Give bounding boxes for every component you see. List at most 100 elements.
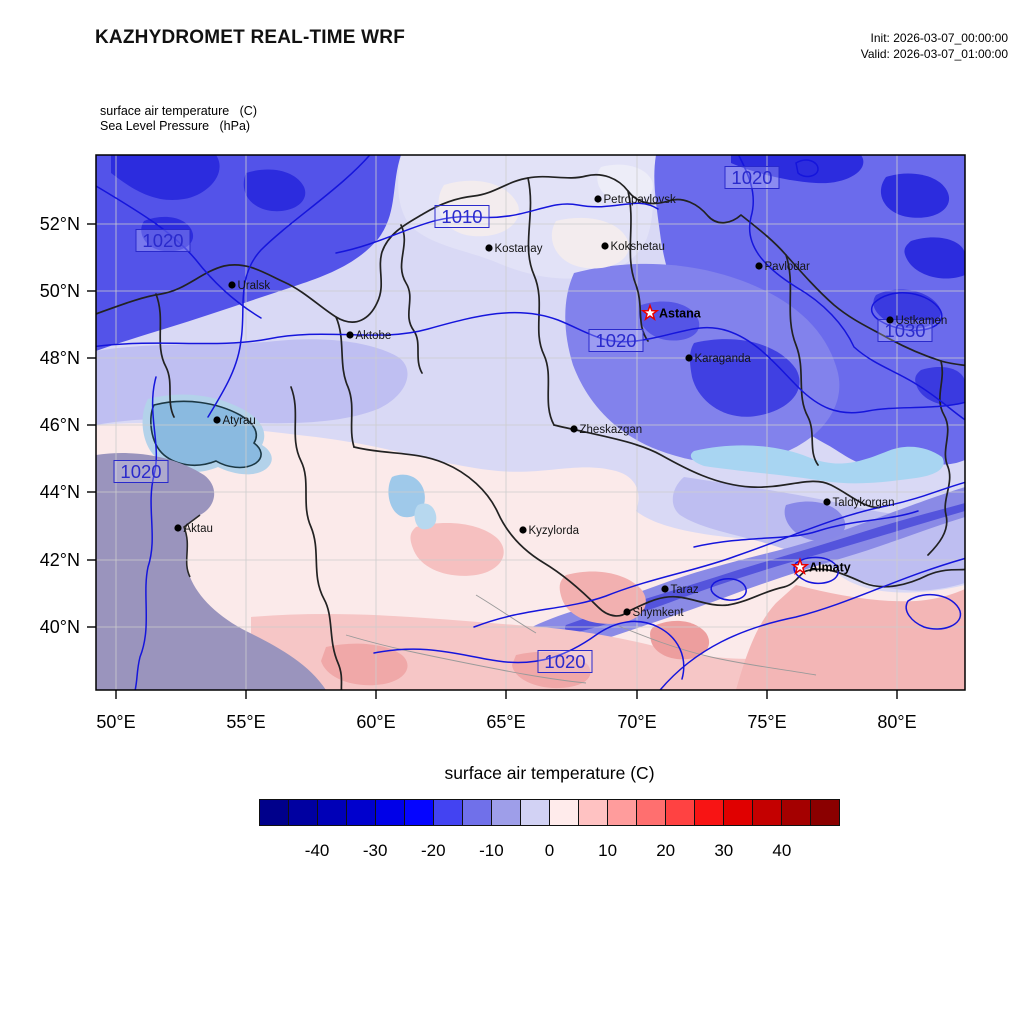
city-marker-ustkamen: Ustkamen [886, 315, 947, 327]
lat-tick-label: 44°N [40, 482, 80, 502]
colorbar-cell [317, 799, 347, 826]
svg-text:Ustkamen: Ustkamen [896, 315, 948, 327]
colorbar-cell [810, 799, 840, 826]
colorbar-cell [607, 799, 637, 826]
svg-text:Kyzylorda: Kyzylorda [529, 525, 580, 537]
city-dot-icon [485, 244, 493, 252]
city-dot-icon [570, 425, 578, 433]
city-dot-icon [228, 281, 236, 289]
colorbar-tick-label: 30 [714, 841, 734, 860]
colorbar-tick-labels: -40 -30 -20 -10 0 10 20 30 40 [259, 841, 840, 865]
svg-text:Atyrau: Atyrau [223, 415, 256, 427]
city-dot-icon [685, 354, 693, 362]
svg-text:Kostanay: Kostanay [495, 243, 543, 255]
pressure-label: 1020 [537, 650, 593, 673]
svg-text:Kokshetau: Kokshetau [611, 241, 665, 253]
colorbar-tick-label: 10 [598, 841, 618, 860]
capital-star-icon [640, 303, 660, 321]
colorbar-cell [346, 799, 376, 826]
svg-text:Shymkent: Shymkent [633, 607, 685, 619]
colorbar-cell [578, 799, 608, 826]
city-marker-pavlodar: Pavlodar [755, 261, 810, 273]
city-marker-almaty: Almaty [790, 557, 851, 575]
city-dot-icon [823, 498, 831, 506]
colorbar-cell [636, 799, 666, 826]
svg-text:Aktobe: Aktobe [356, 330, 392, 342]
lat-tick-label: 42°N [40, 550, 80, 570]
colorbar-cell [288, 799, 318, 826]
colorbar-cell [491, 799, 521, 826]
colorbar-tick-label: -10 [479, 841, 504, 860]
city-marker-astana: Astana [640, 303, 702, 321]
city-dot-icon [601, 242, 609, 250]
isobar-contours [96, 155, 965, 690]
pressure-label: 1030 [877, 319, 933, 342]
lon-tick-label: 55°E [226, 712, 265, 732]
city-dot-icon [755, 262, 763, 270]
svg-text:Uralsk: Uralsk [238, 280, 271, 292]
colorbar-cell [665, 799, 695, 826]
caspian-sea-north [150, 400, 262, 469]
colorbar-cell [375, 799, 405, 826]
pressure-label: 1020 [135, 229, 191, 252]
colorbar-cell [259, 799, 289, 826]
colorbar-cell [723, 799, 753, 826]
map-axes: 52°N 50°N 48°N 46°N 44°N 42°N 40°N 50°E 55°E 60°E… [40, 214, 917, 732]
colorbar-tick-label: -20 [421, 841, 446, 860]
colorbar-cell [694, 799, 724, 826]
city-dot-icon [886, 316, 894, 324]
city-marker-taraz: Taraz [661, 584, 699, 596]
colorbar-cell [404, 799, 434, 826]
city-markers: Petropavlovsk Kostanay Kokshetau Pavlodar Ur… [174, 194, 947, 619]
lon-tick-label: 60°E [356, 712, 395, 732]
svg-text:Astana: Astana [659, 307, 702, 321]
svg-text:1020: 1020 [731, 167, 772, 188]
city-marker-aktobe: Aktobe [346, 330, 391, 342]
graticule [96, 155, 965, 690]
pressure-labels: 1020 1010 1020 1020 1030 1020 1020 [113, 166, 933, 673]
map-frame [95, 154, 966, 691]
svg-text:Petropavlovsk: Petropavlovsk [604, 194, 676, 206]
colorbar-cell [433, 799, 463, 826]
pressure-label: 1020 [724, 166, 780, 189]
caspian-sea-south [96, 453, 326, 690]
svg-text:1010: 1010 [441, 206, 482, 227]
colorbar-cell [462, 799, 492, 826]
city-marker-uralsk: Uralsk [228, 280, 270, 292]
svg-text:Karaganda: Karaganda [695, 353, 752, 365]
lat-tick-label: 48°N [40, 348, 80, 368]
admin-borders [96, 173, 965, 690]
svg-text:Pavlodar: Pavlodar [765, 261, 811, 273]
city-marker-kyzylorda: Kyzylorda [519, 525, 580, 537]
colorbar-tick-label: 40 [772, 841, 792, 860]
city-marker-aktau: Aktau [174, 523, 213, 535]
colorbar-tick-label: 0 [544, 841, 555, 860]
lon-tick-label: 50°E [96, 712, 135, 732]
weather-map: 52°N 50°N 48°N 46°N 44°N 42°N 40°N 50°E 55°E 60°E… [40, 154, 966, 732]
city-dot-icon [213, 416, 221, 424]
lat-tick-label: 46°N [40, 415, 80, 435]
city-dot-icon [661, 585, 669, 593]
colorbar-title: surface air temperature (C) [444, 763, 655, 783]
colorbar-cell [520, 799, 550, 826]
svg-text:1020: 1020 [120, 461, 161, 482]
city-dot-icon [174, 524, 182, 532]
lon-tick-label: 80°E [877, 712, 916, 732]
temperature-field [96, 155, 965, 690]
svg-text:1020: 1020 [544, 651, 585, 672]
city-marker-atyrau: Atyrau [213, 415, 256, 427]
colorbar [259, 799, 840, 826]
field-pressure-label: Sea Level Pressure (hPa) [100, 119, 251, 133]
valid-timestamp: Valid: 2026-03-07_01:00:00 [860, 47, 1008, 61]
lat-tick-label: 50°N [40, 281, 80, 301]
city-marker-petropavlovsk: Petropavlovsk [594, 194, 676, 206]
page-title: KAZHYDROMET REAL-TIME WRF [95, 27, 406, 48]
svg-text:Zheskazgan: Zheskazgan [580, 424, 643, 436]
colorbar-tick-label: 20 [656, 841, 676, 860]
colorbar-cell [549, 799, 579, 826]
model-run-info: Init: 2026-03-07_00:00:00 Valid: 2026-03… [861, 30, 1008, 62]
city-marker-kokshetau: Kokshetau [601, 241, 665, 253]
minor-country-borders [345, 594, 817, 684]
lon-tick-label: 65°E [486, 712, 525, 732]
